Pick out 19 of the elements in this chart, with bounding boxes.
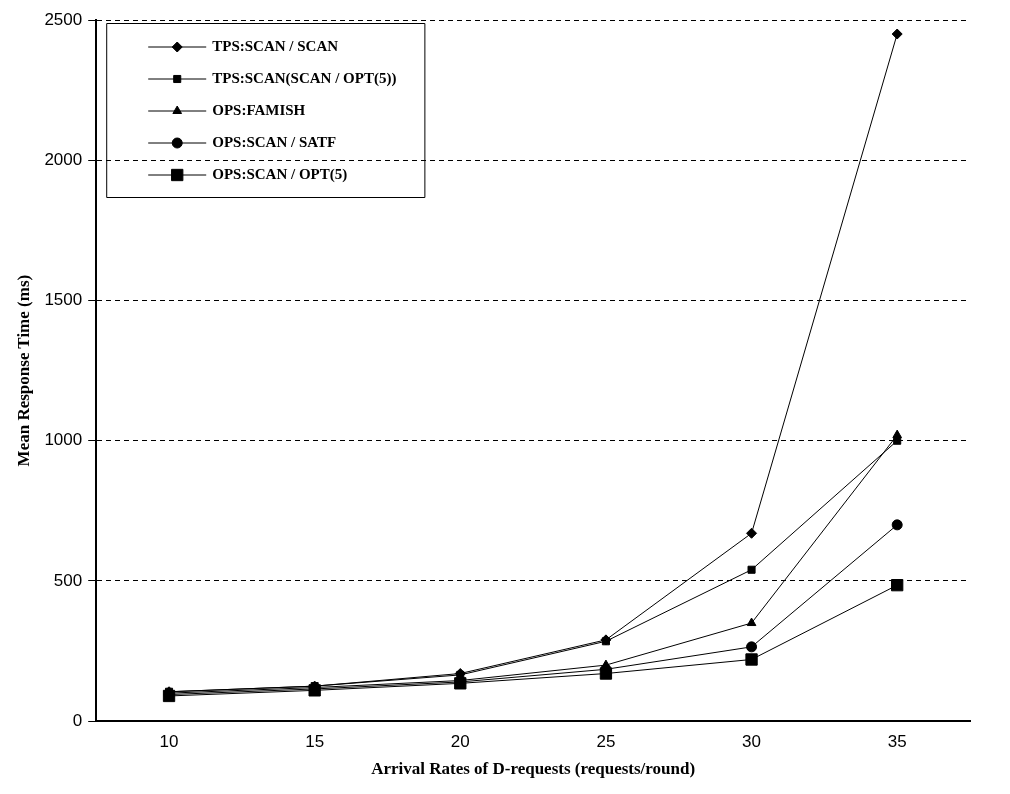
legend-label: OPS:SCAN / OPT(5) [212, 165, 348, 183]
y-tick-label: 0 [72, 710, 83, 730]
legend-label: TPS:SCAN / SCAN [212, 37, 339, 54]
y-tick-label: 500 [53, 570, 83, 590]
legend-label: OPS:SCAN / SATF [212, 133, 337, 150]
y-tick-label: 2500 [44, 9, 83, 29]
x-tick-label: 15 [305, 732, 325, 752]
x-axis-title: Arrival Rates of D-requests (requests/round) [371, 759, 696, 779]
y-tick-label: 1000 [44, 430, 83, 450]
x-tick-label: 30 [742, 732, 762, 752]
x-tick-label: 10 [159, 732, 179, 752]
x-tick-label: 20 [450, 732, 470, 752]
y-tick-label: 1500 [44, 290, 83, 310]
y-axis-title: Mean Response Time (ms) [13, 274, 33, 467]
y-tick-label: 2000 [44, 149, 83, 169]
x-tick-label: 35 [887, 732, 907, 752]
legend-label: TPS:SCAN(SCAN / OPT(5)) [212, 69, 397, 87]
legend-label: OPS:FAMISH [212, 101, 306, 118]
x-tick-label: 25 [596, 732, 616, 752]
